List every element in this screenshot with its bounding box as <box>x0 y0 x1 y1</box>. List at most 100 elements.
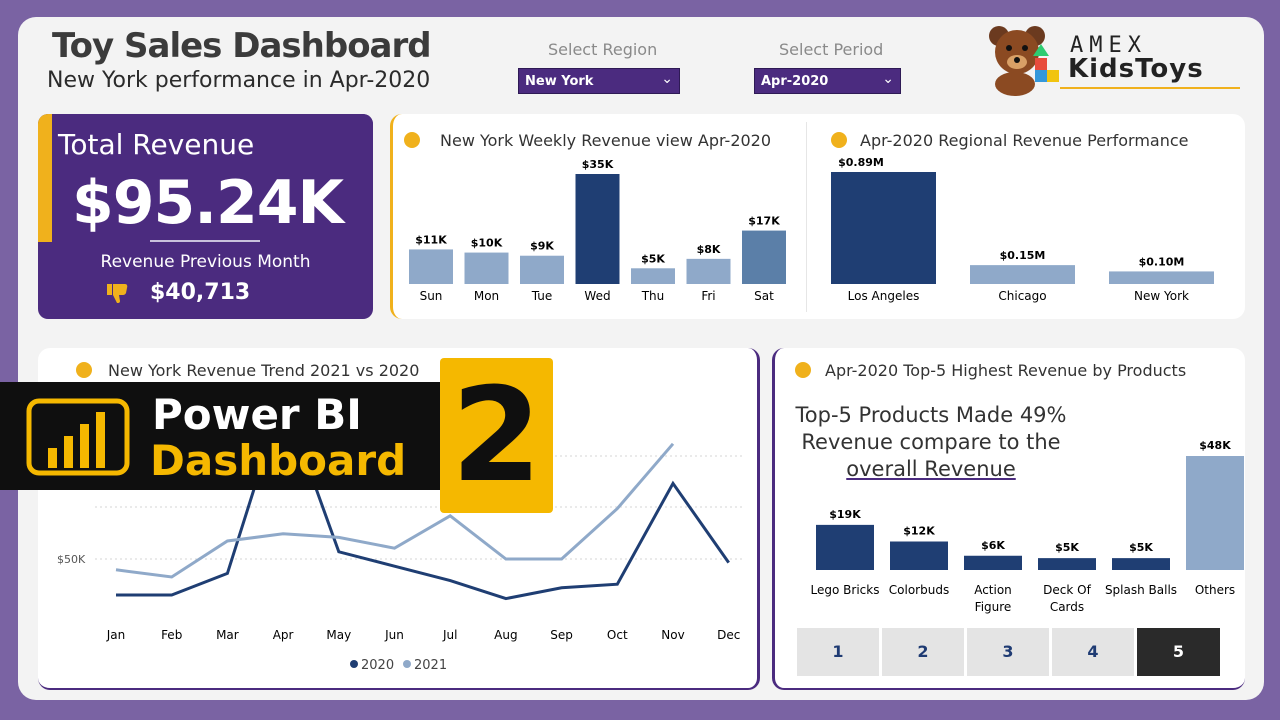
episode-number-badge: 2 <box>440 358 553 513</box>
regional-chart-title: Apr-2020 Regional Revenue Performance <box>860 131 1189 150</box>
regional-bar <box>831 172 936 284</box>
product-axis-label: Others <box>1195 583 1235 597</box>
weekly-revenue-chart: $11K Sun $10K Mon $9K Tue $35K Wed $5K Thu $8K Fri $… <box>409 158 786 303</box>
trend-axis-label: Aug <box>494 628 517 642</box>
powerbi-title-line2: Dashboard <box>150 436 407 485</box>
product-axis-label: Splash Balls <box>1105 583 1177 597</box>
trend-series-2020 <box>116 392 730 601</box>
regional-bar <box>970 265 1075 284</box>
weekly-bar <box>631 268 675 284</box>
trend-axis-label: Jan <box>106 628 126 642</box>
insight-line-1: Top-5 Products Made 49% <box>795 403 1067 427</box>
product-bar <box>816 524 874 570</box>
period-slicer-value: Apr-2020 <box>761 74 829 89</box>
kpi-top-section: Total Revenue $95.24K <box>38 114 373 242</box>
weekly-axis-label: Fri <box>701 289 715 303</box>
trend-axis-label: Jun <box>384 628 404 642</box>
teddy-bear-logo-icon <box>989 26 1059 96</box>
weekly-bar-label: $9K <box>530 240 554 253</box>
legend-2021-marker <box>403 660 411 668</box>
weekly-bar-label: $8K <box>697 243 721 256</box>
trend-axis-label: May <box>326 628 351 642</box>
trend-axis-label: Dec <box>717 628 740 642</box>
kpi-value: $95.24K <box>72 168 344 238</box>
kpi-title: Total Revenue <box>58 128 255 161</box>
trend-axis-label: Apr <box>273 628 294 642</box>
trend-axis-label: Mar <box>216 628 239 642</box>
logo-underline <box>1060 87 1240 89</box>
region-slicer-value: New York <box>525 74 594 89</box>
chevron-down-icon: ⌄ <box>661 71 673 87</box>
product-bar <box>1186 456 1244 570</box>
logo-text-top: AMEX <box>1070 33 1147 58</box>
pager-button-1[interactable]: 1 <box>797 628 879 676</box>
trend-series-2021 <box>115 442 675 579</box>
powerbi-title-line1: Power BI <box>152 390 362 439</box>
weekly-bar-label: $35K <box>582 158 614 171</box>
kpi-previous-value: $40,713 <box>150 280 251 305</box>
product-axis-label: Lego Bricks <box>811 583 880 597</box>
card-divider <box>806 122 807 312</box>
trend-title-dot <box>76 362 92 378</box>
legend-2021-label: 2021 <box>414 658 447 673</box>
regional-revenue-chart: $0.89M Los Angeles $0.15M Chicago $0.10M New … <box>831 156 1214 303</box>
product-axis-label: Colorbuds <box>889 583 949 597</box>
weekly-bar <box>409 249 453 284</box>
product-bar-label: $5K <box>1129 541 1153 554</box>
weekly-bar <box>520 255 564 284</box>
products-title-dot <box>795 362 811 378</box>
legend-2020-label: 2020 <box>361 658 394 673</box>
regional-bar <box>1109 271 1214 284</box>
top-products-chart: $19K Lego Bricks $12K Colorbuds $6K Action Fig… <box>811 439 1244 614</box>
period-slicer-label: Select Period <box>779 40 884 59</box>
regional-bar-label: $0.15M <box>1000 249 1046 262</box>
kpi-accent-bar <box>38 114 52 242</box>
insight-line-2: Revenue compare to the <box>801 430 1061 454</box>
trend-axis-label: Oct <box>607 628 628 642</box>
region-slicer-label: Select Region <box>548 40 658 59</box>
product-bar-label: $6K <box>981 539 1005 552</box>
pager-button-5[interactable]: 5 <box>1137 628 1220 676</box>
product-bar-label: $19K <box>829 508 861 521</box>
weekly-axis-label: Tue <box>531 289 553 303</box>
regional-axis-label: Chicago <box>998 289 1046 303</box>
weekly-chart-title: New York Weekly Revenue view Apr-2020 <box>440 131 772 150</box>
powerbi-chart-icon <box>26 398 130 476</box>
trend-y-tick: $50K <box>57 553 86 566</box>
pager-button-3[interactable]: 3 <box>967 628 1049 676</box>
revenue-trend-chart: $50K Jan Feb Mar Apr May Jun Jul Aug Sep Oct Nov Dec… <box>57 392 745 673</box>
regional-axis-label: Los Angeles <box>848 289 920 303</box>
regional-bar-label: $0.10M <box>1139 255 1185 268</box>
period-slicer[interactable]: Apr-2020 ⌄ <box>754 68 901 94</box>
weekly-axis-label: Sun <box>420 289 443 303</box>
kpi-divider <box>150 240 260 242</box>
trend-axis-label: Nov <box>661 628 684 642</box>
total-revenue-card: Total Revenue $95.24K Revenue Previous M… <box>38 114 373 319</box>
products-chart-title: Apr-2020 Top-5 Highest Revenue by Produc… <box>825 361 1187 380</box>
thumbs-down-icon <box>107 284 128 303</box>
weekly-bar-label: $11K <box>415 233 447 246</box>
product-axis-label: Action <box>974 583 1012 597</box>
weekly-bar-label: $17K <box>748 215 780 228</box>
product-bar-label: $48K <box>1199 439 1231 452</box>
regional-bar-label: $0.89M <box>838 156 884 169</box>
product-bar-label: $5K <box>1055 541 1079 554</box>
trend-axis-label: Jul <box>442 628 457 642</box>
product-bar <box>890 541 948 570</box>
pager-button-2[interactable]: 2 <box>882 628 964 676</box>
regional-title-dot <box>831 132 847 148</box>
weekly-axis-label: Thu <box>641 289 665 303</box>
page-title: Toy Sales Dashboard <box>52 26 432 66</box>
weekly-regional-card <box>390 114 1245 319</box>
insight-line-3: overall Revenue <box>846 457 1016 481</box>
weekly-bar-label: $5K <box>641 252 665 265</box>
regional-axis-label: New York <box>1134 289 1189 303</box>
weekly-bar <box>686 258 731 284</box>
weekly-title-dot <box>404 132 420 148</box>
trend-axis-label: Sep <box>550 628 573 642</box>
kpi-previous-label: Revenue Previous Month <box>100 252 311 272</box>
legend-2020-marker <box>350 660 358 668</box>
region-slicer[interactable]: New York ⌄ <box>518 68 680 94</box>
pager-button-4[interactable]: 4 <box>1052 628 1134 676</box>
trend-axis-label: Feb <box>161 628 182 642</box>
